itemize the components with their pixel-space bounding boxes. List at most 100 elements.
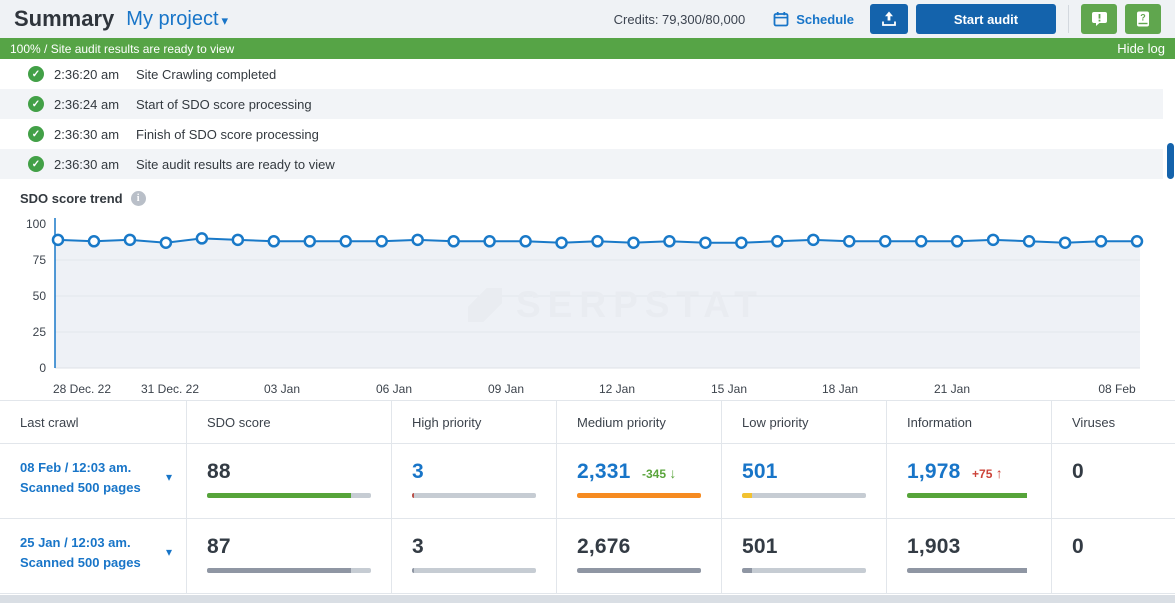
chevron-down-icon: ▾ [221, 12, 229, 28]
table-row: 25 Jan / 12:03 am. Scanned 500 pages ▾ 8… [0, 519, 1175, 594]
audit-log: ✓ 2:36:20 am Site Crawling completed ✓ 2… [0, 59, 1175, 182]
check-icon: ✓ [28, 126, 44, 142]
chart-title-row: SDO score trend i [20, 191, 146, 206]
check-icon: ✓ [28, 96, 44, 112]
sdo-score-value: 87 [207, 535, 231, 558]
audit-progress-bar: 100% / Site audit results are ready to v… [0, 38, 1175, 59]
svg-text:100: 100 [26, 217, 46, 231]
column-header-medium-priority: Medium priority [557, 401, 722, 444]
medium-priority-cell: 2,331 -345 ↓ [557, 444, 722, 519]
svg-text:31 Dec. 22: 31 Dec. 22 [141, 382, 199, 396]
calendar-icon [773, 12, 789, 27]
log-time: 2:36:20 am [54, 66, 120, 82]
arrow-up-icon: ↑ [995, 465, 1003, 481]
svg-text:09 Jan: 09 Jan [488, 382, 524, 396]
log-message: Finish of SDO score processing [136, 126, 319, 142]
high-priority-cell: 3 [392, 444, 557, 519]
table-row: 08 Feb / 12:03 am. Scanned 500 pages ▾ 8… [0, 444, 1175, 519]
chart-title: SDO score trend [20, 191, 123, 206]
svg-text:21 Jan: 21 Jan [934, 382, 970, 396]
project-name: My project [126, 7, 219, 30]
high-priority-cell: 3 [392, 519, 557, 594]
information-value[interactable]: 1,978 [907, 460, 961, 483]
crawl-pages-link[interactable]: Scanned 500 pages [20, 480, 141, 495]
feedback-bubble-icon [1091, 12, 1107, 26]
sdo-score-bar [207, 493, 371, 498]
svg-text:?: ? [1140, 13, 1146, 23]
information-value: 1,903 [907, 535, 961, 558]
svg-text:15 Jan: 15 Jan [711, 382, 747, 396]
medium-priority-bar [577, 568, 701, 573]
svg-text:08 Feb: 08 Feb [1098, 382, 1136, 396]
svg-text:75: 75 [33, 253, 47, 267]
table-header-row: Last crawl SDO score High priority Mediu… [0, 401, 1175, 444]
log-time: 2:36:30 am [54, 156, 120, 172]
low-priority-cell: 501 [722, 519, 887, 594]
log-entry: ✓ 2:36:20 am Site Crawling completed [0, 59, 1175, 89]
log-entry: ✓ 2:36:30 am Site audit results are read… [0, 149, 1163, 179]
log-message: Start of SDO score processing [136, 96, 312, 112]
log-entry: ✓ 2:36:30 am Finish of SDO score process… [0, 119, 1175, 149]
sdo-score-bar [207, 568, 371, 573]
export-upload-button[interactable] [870, 4, 908, 34]
svg-text:12 Jan: 12 Jan [599, 382, 635, 396]
crawl-date-cell: 08 Feb / 12:03 am. Scanned 500 pages ▾ [0, 444, 187, 519]
sdo-score-value: 88 [207, 460, 231, 483]
information-cell: 1,903 [887, 519, 1052, 594]
column-header-high-priority: High priority [392, 401, 557, 444]
low-priority-bar [742, 493, 866, 498]
viruses-value: 0 [1072, 535, 1084, 558]
column-header-viruses: Viruses [1052, 401, 1175, 444]
information-bar [907, 493, 1031, 498]
low-priority-value: 501 [742, 535, 778, 558]
column-header-sdo-score: SDO score [187, 401, 392, 444]
svg-text:50: 50 [33, 289, 47, 303]
column-header-last-crawl: Last crawl [0, 401, 187, 444]
crawl-date-cell: 25 Jan / 12:03 am. Scanned 500 pages ▾ [0, 519, 187, 594]
svg-text:06 Jan: 06 Jan [376, 382, 412, 396]
viruses-cell: 0 [1052, 519, 1175, 594]
log-message: Site audit results are ready to view [136, 156, 335, 172]
log-message: Site Crawling completed [136, 66, 277, 82]
feedback-button[interactable] [1081, 4, 1117, 34]
high-priority-value: 3 [412, 535, 424, 558]
schedule-button[interactable]: Schedule [773, 11, 854, 27]
help-docs-button[interactable]: ? [1125, 4, 1161, 34]
arrow-down-icon: ↓ [669, 465, 677, 481]
medium-priority-cell: 2,676 [557, 519, 722, 594]
viruses-value: 0 [1072, 460, 1084, 483]
hide-log-link[interactable]: Hide log [1117, 41, 1165, 56]
svg-text:28 Dec. 22: 28 Dec. 22 [53, 382, 111, 396]
crawl-results-table: Last crawl SDO score High priority Mediu… [0, 400, 1175, 594]
row-expand-caret[interactable]: ▾ [165, 470, 172, 484]
low-priority-value[interactable]: 501 [742, 460, 778, 483]
crawl-date-link[interactable]: 08 Feb / 12:03 am. [20, 460, 132, 475]
log-scrollbar-thumb[interactable] [1167, 143, 1174, 179]
medium-priority-value: 2,676 [577, 535, 631, 558]
help-book-icon: ? [1137, 11, 1149, 27]
crawl-pages-link[interactable]: Scanned 500 pages [20, 555, 141, 570]
low-priority-bar [742, 568, 866, 573]
sdo-trend-chart: 0 25 50 75 100 28 Dec. 22 31 Dec. 22 03 Jan 06 J… [26, 217, 1144, 396]
project-selector[interactable]: My project ▾ [126, 8, 228, 31]
row-expand-caret[interactable]: ▾ [165, 545, 172, 559]
check-icon: ✓ [28, 156, 44, 172]
header: Summary My project ▾ Credits: 79,300/80,… [0, 0, 1175, 38]
column-header-information: Information [887, 401, 1052, 444]
sdo-score-cell: 88 [187, 444, 392, 519]
high-priority-value[interactable]: 3 [412, 460, 424, 483]
progress-status-text: 100% / Site audit results are ready to v… [10, 41, 235, 56]
information-bar [907, 568, 1031, 573]
log-entry: ✓ 2:36:24 am Start of SDO score processi… [0, 89, 1163, 119]
medium-priority-delta: -345 ↓ [642, 465, 677, 481]
medium-priority-value[interactable]: 2,331 [577, 460, 631, 483]
info-icon[interactable]: i [130, 191, 146, 206]
svg-text:0: 0 [39, 361, 46, 375]
information-delta: +75 ↑ [972, 465, 1003, 481]
high-priority-bar [412, 493, 536, 498]
start-audit-button[interactable]: Start audit [916, 4, 1056, 34]
crawl-date-link[interactable]: 25 Jan / 12:03 am. [20, 535, 131, 550]
check-icon: ✓ [28, 66, 44, 82]
schedule-label: Schedule [796, 11, 854, 27]
